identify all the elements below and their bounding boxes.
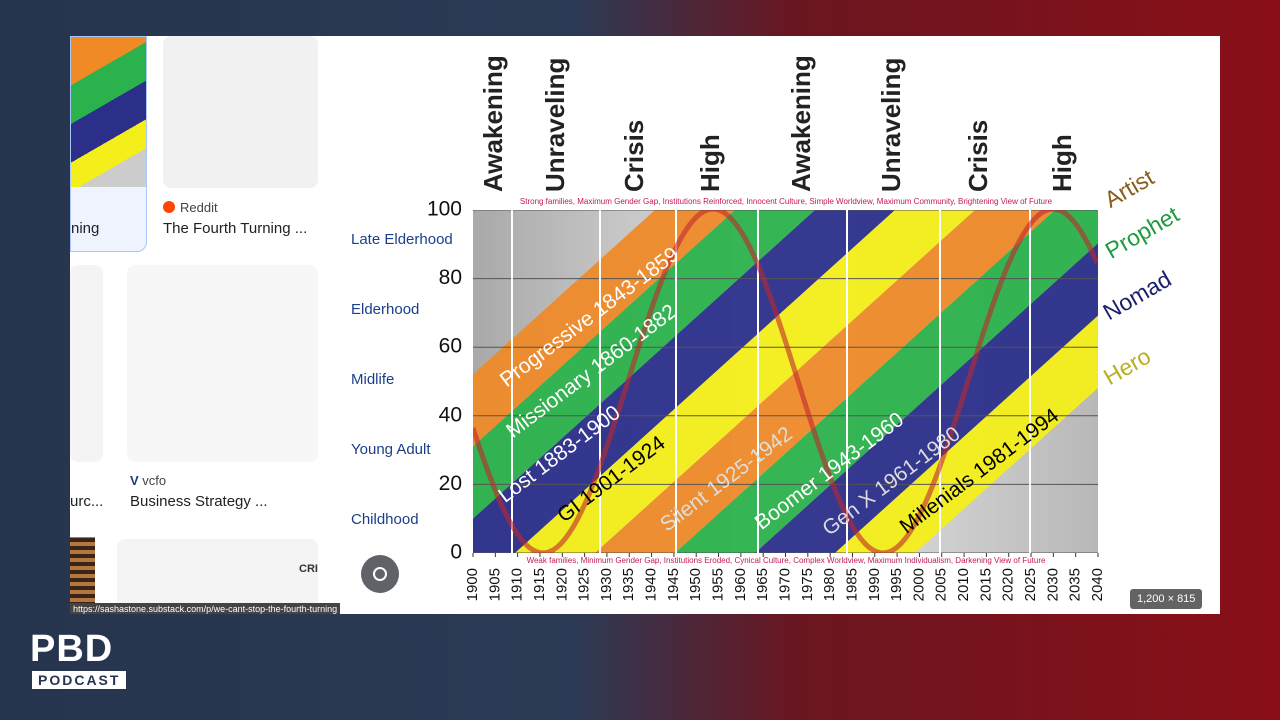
thumbnail[interactable]	[70, 537, 95, 614]
generation-band	[515, 210, 975, 553]
result-title[interactable]: Business Strategy ...	[130, 493, 268, 510]
life-stage: Young Adult	[351, 441, 431, 458]
x-tick-label: 2035	[1067, 568, 1084, 601]
x-tick-label: 1955	[710, 568, 727, 601]
x-tick-label: 2015	[977, 568, 994, 601]
x-tick-label: 2020	[1000, 568, 1017, 601]
x-tick-label: 1980	[821, 568, 838, 601]
image-size: 1,200 × 815	[1130, 589, 1203, 609]
turning-label: Awakening	[786, 55, 816, 192]
x-tick-label: 1950	[687, 568, 704, 601]
life-stage: Elderhood	[351, 301, 419, 318]
top-note: Strong families, Maximum Gender Gap, Ins…	[520, 197, 1053, 206]
card-label: urc...	[70, 493, 104, 510]
life-stage: Late Elderhood	[351, 231, 453, 248]
x-tick-label: 1990	[866, 568, 883, 601]
x-tick-label: 1925	[576, 568, 593, 601]
thumbnail[interactable]	[127, 265, 318, 462]
cycle-wave	[473, 210, 1098, 553]
turning-label: High	[1047, 134, 1077, 192]
result-title[interactable]: The Fourth Turning ...	[163, 220, 308, 237]
card-label: ning	[71, 220, 100, 237]
bottom-note: Weak families, Minimum Gender Gap, Insti…	[527, 556, 1046, 565]
thumbnail[interactable]	[163, 36, 318, 188]
turning-label: Crisis	[963, 120, 993, 192]
archetype-label: Artist	[1100, 164, 1159, 213]
x-tick-label: 2010	[955, 568, 972, 601]
x-tick-label: 1905	[486, 568, 503, 601]
turning-label: Crisis	[619, 120, 649, 192]
status-url: https://sashastone.substack.com/p/we-can…	[70, 603, 341, 614]
x-tick-label: 1900	[464, 568, 481, 601]
logo-sub: PODCAST	[32, 671, 127, 689]
y-tick-label: 0	[450, 541, 462, 564]
x-tick-label: 1975	[799, 568, 816, 601]
thumbnail[interactable]	[70, 265, 103, 462]
turning-label: High	[695, 134, 725, 192]
source-name: vcfo	[142, 473, 167, 488]
lens-icon	[373, 567, 387, 581]
x-tick-label: 1920	[553, 568, 570, 601]
generation-band	[675, 210, 1098, 553]
generation-band	[473, 210, 895, 553]
source: Reddit	[163, 200, 218, 215]
thumb-text: CRI	[299, 563, 318, 575]
y-tick-label: 20	[439, 472, 462, 495]
x-tick-label: 1945	[665, 568, 682, 601]
x-tick-label: 1940	[643, 568, 660, 601]
life-stage: Childhood	[351, 511, 419, 528]
x-tick-label: 1985	[843, 568, 860, 601]
x-tick-label: 1965	[754, 568, 771, 601]
x-tick-label: 1935	[620, 568, 637, 601]
selected-card[interactable]: ning	[70, 36, 147, 252]
x-tick-label: 2025	[1022, 568, 1039, 601]
x-tick-label: 1915	[531, 568, 548, 601]
x-tick-label: 2040	[1089, 568, 1106, 601]
lens-button[interactable]	[361, 555, 399, 593]
thumbnail	[71, 37, 146, 187]
archetype-label: Hero	[1099, 343, 1155, 390]
x-tick-label: 1995	[888, 568, 905, 601]
x-tick-label: 1910	[509, 568, 526, 601]
turning-label: Unraveling	[876, 58, 906, 192]
x-tick-label: 1960	[732, 568, 749, 601]
archetype-label: Nomad	[1098, 266, 1175, 326]
generation-band	[755, 243, 1098, 553]
x-tick-label: 2030	[1044, 568, 1061, 601]
logo: PBD	[30, 628, 114, 670]
generation-band	[835, 315, 1098, 553]
x-tick-label: 1970	[776, 568, 793, 601]
y-tick-label: 80	[439, 266, 462, 289]
life-stage: Midlife	[351, 371, 394, 388]
y-tick-label: 60	[439, 335, 462, 358]
source-name: Reddit	[180, 200, 218, 215]
y-tick-label: 40	[439, 403, 462, 426]
turning-label: Awakening	[478, 55, 508, 192]
y-tick-label: 100	[427, 198, 462, 221]
source: V vcfo	[130, 473, 167, 488]
thumbnail[interactable]: CRI	[117, 539, 318, 614]
x-tick-label: 1930	[598, 568, 615, 601]
x-tick-label: 2000	[910, 568, 927, 601]
turning-label: Unraveling	[540, 58, 570, 192]
x-tick-label: 2005	[933, 568, 950, 601]
